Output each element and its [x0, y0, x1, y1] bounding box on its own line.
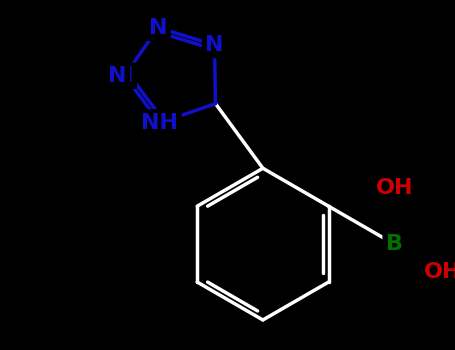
Text: N: N [108, 66, 127, 86]
Text: N: N [205, 35, 224, 55]
Text: OH: OH [424, 262, 455, 282]
Text: N: N [151, 113, 169, 133]
Text: N: N [149, 18, 167, 38]
Text: NH: NH [142, 113, 178, 133]
Text: OH: OH [375, 178, 413, 198]
Text: B: B [386, 234, 403, 254]
Text: N: N [115, 66, 134, 86]
